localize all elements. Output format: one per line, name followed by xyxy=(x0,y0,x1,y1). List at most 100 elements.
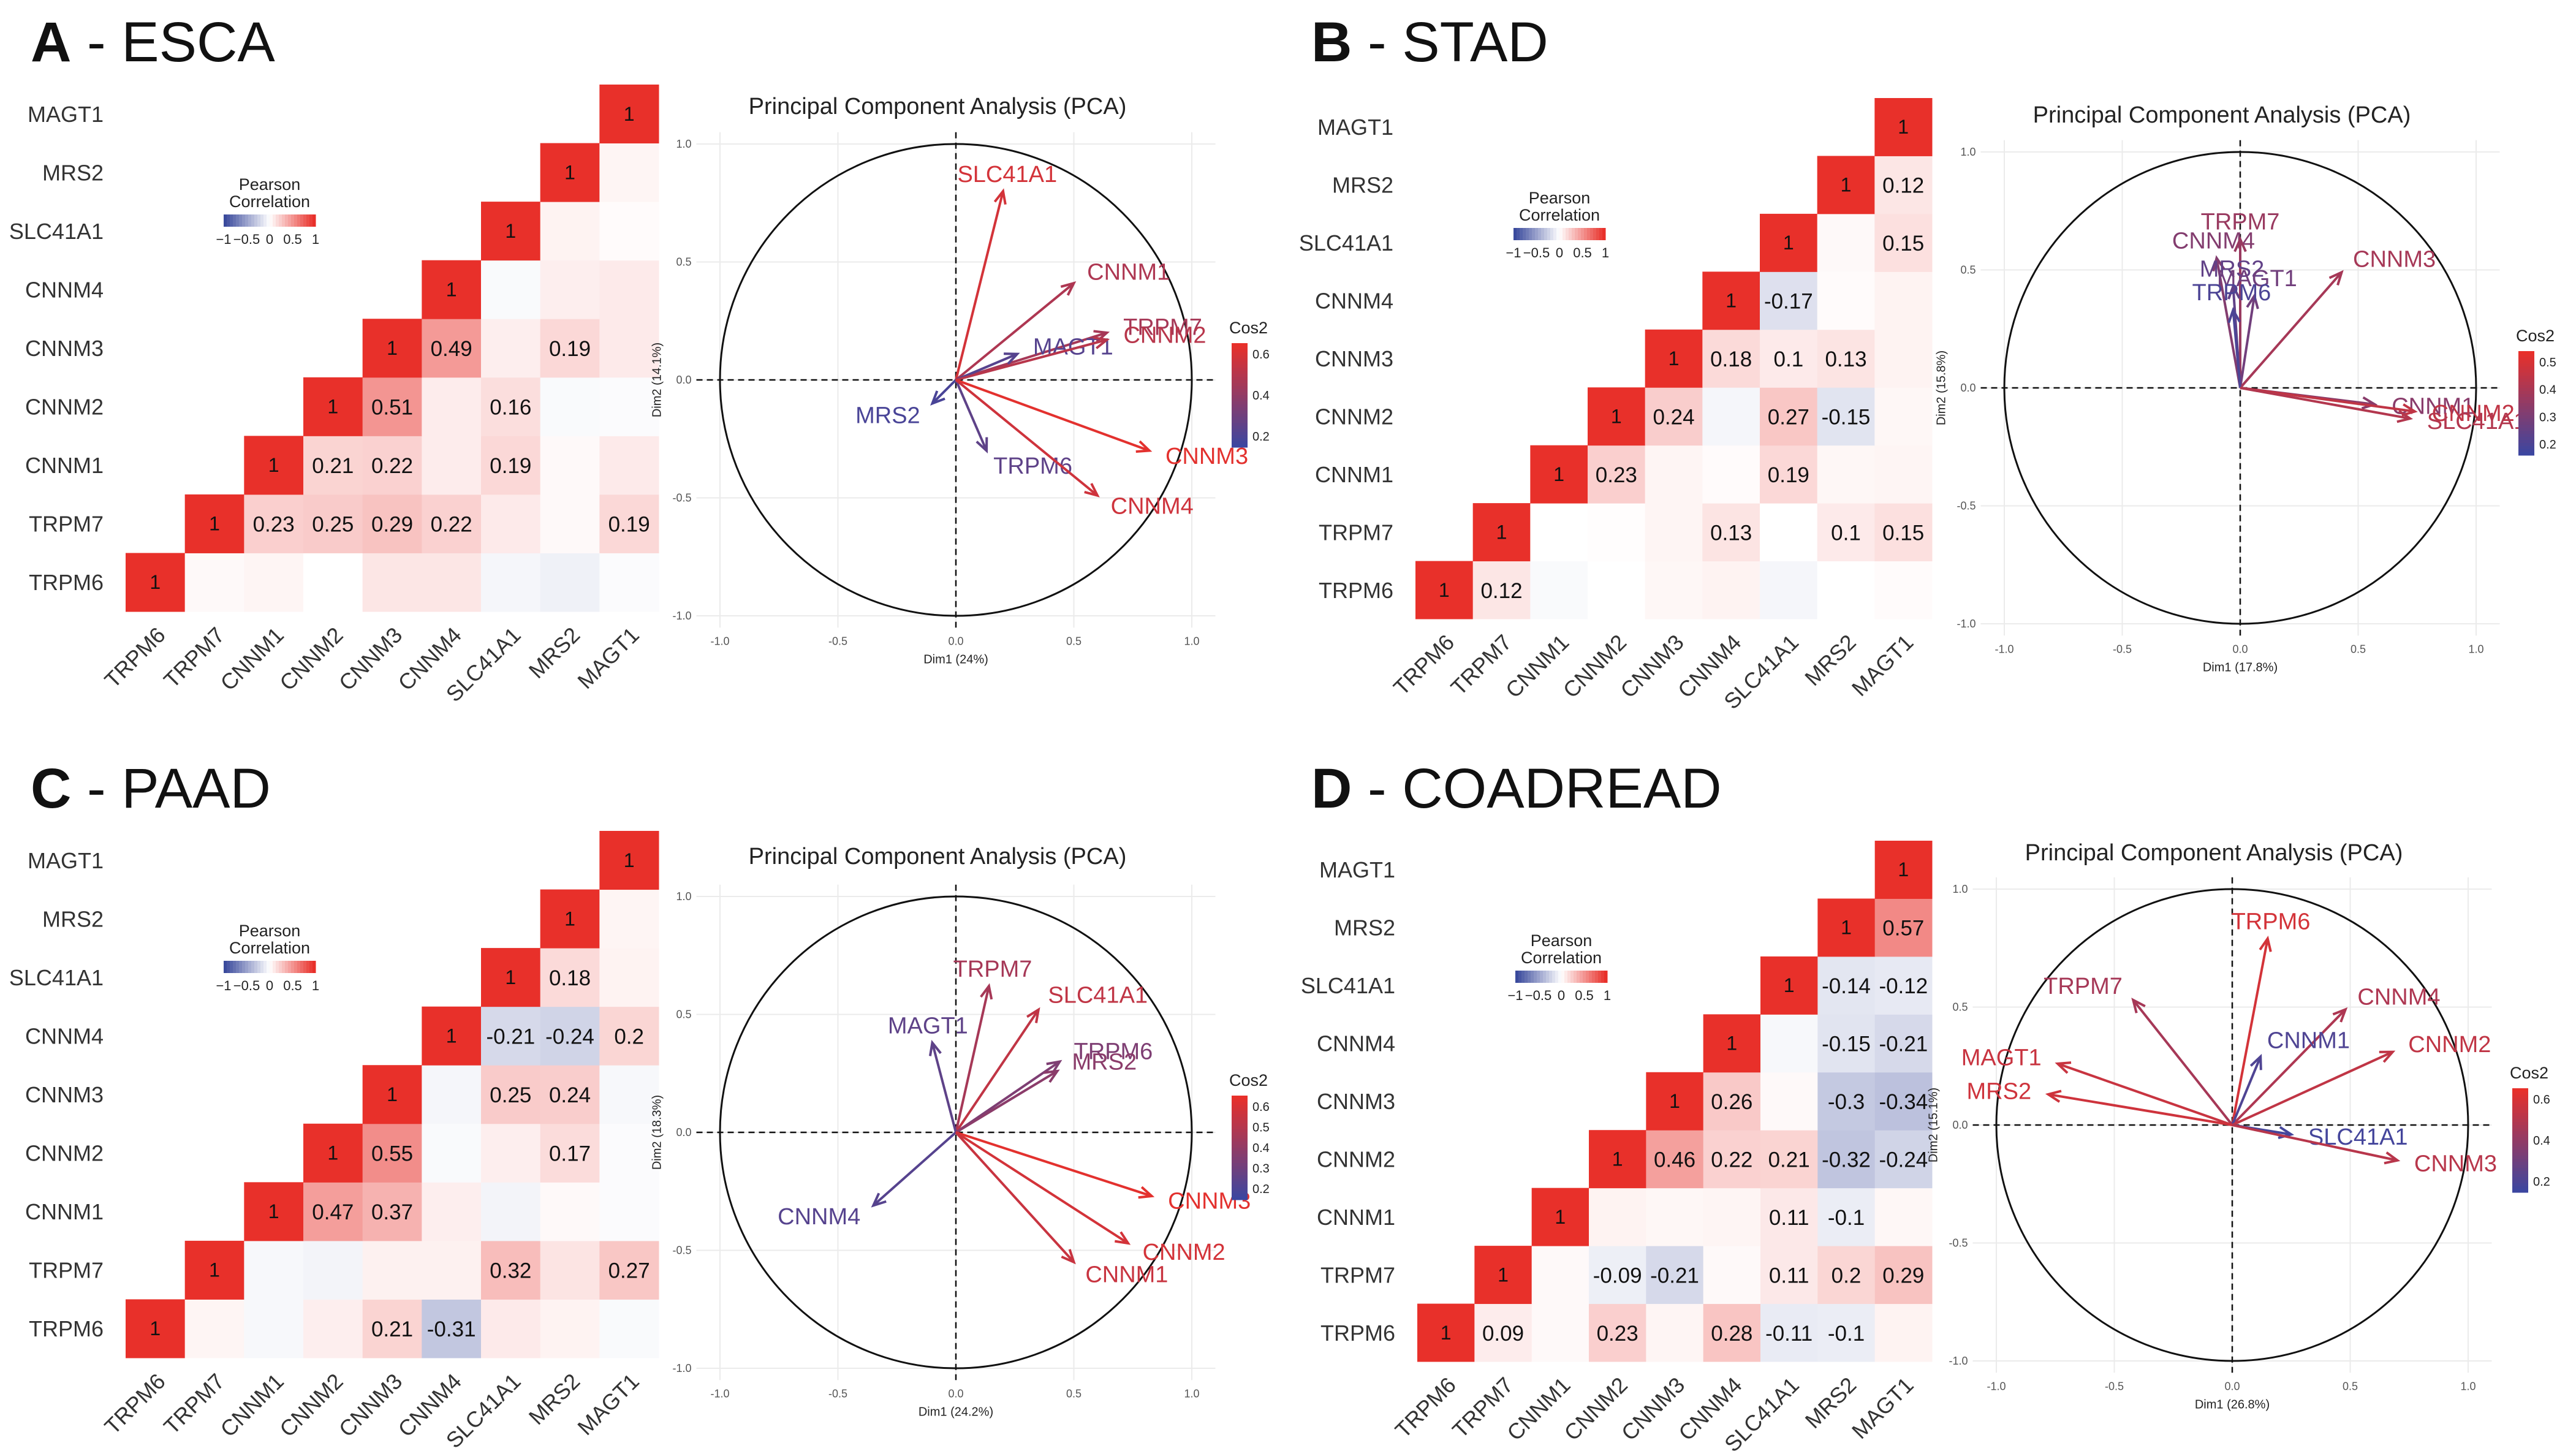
diagonal-label: 1 xyxy=(1496,521,1507,543)
cos2-swatch xyxy=(2518,382,2534,385)
legend-swatch xyxy=(233,214,237,227)
heatmap-cell xyxy=(1531,1246,1589,1305)
legend-swatch xyxy=(1556,228,1560,240)
legend-tick: 1 xyxy=(312,978,319,993)
heatmap-y-label: CNNM3 xyxy=(25,1082,104,1107)
legend-swatch xyxy=(1566,228,1569,240)
cos2-tick: 0.4 xyxy=(1252,1142,1270,1155)
pca-title: Principal Component Analysis (PCA) xyxy=(2025,840,2403,866)
cell-value-label: 0.28 xyxy=(1711,1322,1752,1346)
arrow-head xyxy=(980,983,993,1000)
legend-swatch xyxy=(267,961,270,973)
heatmap-y-label: MRS2 xyxy=(42,906,104,931)
cell-value-label: 0.1 xyxy=(1831,521,1861,545)
legend-swatch xyxy=(288,214,292,227)
heatmap-cell xyxy=(184,1240,244,1300)
cos2-swatch xyxy=(2512,1150,2528,1153)
cell-value-label: -0.11 xyxy=(1765,1322,1813,1346)
diagonal-label: 1 xyxy=(446,1025,457,1047)
cos2-legend: Cos2 0.5 0.4 0.3 0.2 xyxy=(2516,327,2556,456)
heatmap-cell xyxy=(1702,445,1760,504)
heatmap-cell xyxy=(1874,956,1933,1015)
heatmap-cell xyxy=(1817,1246,1876,1305)
heatmap-x-label: TRPM7 xyxy=(159,622,229,692)
arrow-head xyxy=(1135,440,1153,453)
legend-title: Pearson xyxy=(239,922,301,940)
heatmap-y-label: TRPM6 xyxy=(29,570,104,595)
arrow-label: TRPM6 xyxy=(2192,280,2271,306)
cos2-swatch xyxy=(2512,1119,2528,1123)
heatmap-cell xyxy=(540,319,600,378)
legend-tick: 0.5 xyxy=(1573,245,1592,260)
heatmap-cell xyxy=(1817,503,1875,562)
legend-swatch xyxy=(242,214,246,227)
arrow-head xyxy=(2233,236,2247,252)
arrow-label: CNNM3 xyxy=(2353,246,2436,272)
legend-swatch xyxy=(1569,228,1572,240)
heatmap-cell xyxy=(244,553,304,612)
heatmap-x-label: CNNM1 xyxy=(1501,629,1574,703)
cos2-swatch xyxy=(2512,1168,2528,1172)
cos2-swatch xyxy=(2518,443,2534,447)
panel-name: COADREAD xyxy=(1402,757,1721,820)
legend-swatch xyxy=(313,961,316,973)
legend-title: Pearson xyxy=(1529,189,1591,207)
heatmap-y-label: TRPM7 xyxy=(1319,520,1393,545)
diagonal-label: 1 xyxy=(1612,1148,1623,1170)
arrow-label: CNNM4 xyxy=(1111,493,1194,519)
cos2-swatch xyxy=(1232,1108,1248,1112)
heatmap-y-label: TRPM6 xyxy=(1320,1320,1395,1346)
heatmap-cell xyxy=(1760,1246,1818,1305)
cos2-swatch xyxy=(1232,365,1248,368)
legend-swatch xyxy=(1538,228,1542,240)
arrow-head xyxy=(2055,1061,2072,1074)
heatmap-cell xyxy=(1760,213,1818,272)
heatmap-cell xyxy=(599,1240,659,1300)
legend-swatch xyxy=(1559,228,1563,240)
legend-swatch xyxy=(297,214,301,227)
cell-value-label: 0.19 xyxy=(490,454,531,478)
cell-value-label: 0.49 xyxy=(431,337,472,361)
cell-value-label: 0.22 xyxy=(1711,1148,1752,1172)
legend-swatch xyxy=(1558,971,1562,983)
legend-swatch xyxy=(1537,971,1540,983)
diagonal-label: 1 xyxy=(1669,1090,1680,1112)
heatmap-cell xyxy=(1817,156,1875,214)
diagonal-label: 1 xyxy=(268,454,279,476)
pca-arrow-cnnm2: CNNM2 xyxy=(2232,1032,2491,1126)
cell-value-label: -0.1 xyxy=(1828,1322,1865,1346)
cell-value-label: -0.09 xyxy=(1593,1263,1642,1287)
legend-swatch xyxy=(306,214,310,227)
cos2-swatch xyxy=(2512,1094,2528,1098)
correlation-heatmap: 1 1 1 1 1 1 1 1 1 0.12 0.13 0.1 0.15 0.23 0.19 0.24 0.27… xyxy=(1299,98,1933,714)
heatmap-y-label: SLC41A1 xyxy=(1301,973,1395,998)
cos2-swatch xyxy=(2512,1122,2528,1126)
arrow-head xyxy=(2332,1007,2348,1023)
cell-value-label: -0.21 xyxy=(1879,1032,1928,1056)
legend-swatch xyxy=(291,214,295,227)
heatmap-cell xyxy=(481,1065,541,1124)
cos2-swatch xyxy=(1232,346,1248,350)
heatmap-x-label: CNNM3 xyxy=(334,1368,407,1442)
legend-swatch xyxy=(1532,228,1536,240)
heatmap-cell xyxy=(481,1240,541,1300)
cell-value-label: 0.55 xyxy=(371,1142,413,1166)
heatmap-cell xyxy=(422,319,482,378)
diagonal-label: 1 xyxy=(564,907,575,930)
cos2-swatch xyxy=(1232,368,1248,371)
arrow-head xyxy=(1093,336,1110,349)
heatmap-cell xyxy=(540,377,600,436)
arrow-shaft xyxy=(955,1070,1058,1134)
cell-value-label: 0.12 xyxy=(1882,174,1924,198)
legend-swatch xyxy=(300,214,304,227)
cos2-swatch xyxy=(1232,1096,1248,1099)
heatmap-cell xyxy=(540,494,600,553)
cos2-swatch xyxy=(2518,422,2534,425)
arrow-label: CNNM4 xyxy=(2357,984,2440,1010)
panel-title: C - PAAD xyxy=(31,757,271,820)
heatmap-cell xyxy=(1817,1130,1876,1189)
heatmap-cell xyxy=(481,948,541,1007)
legend-swatch xyxy=(257,961,261,973)
cell-value-label: 0.21 xyxy=(312,454,354,478)
